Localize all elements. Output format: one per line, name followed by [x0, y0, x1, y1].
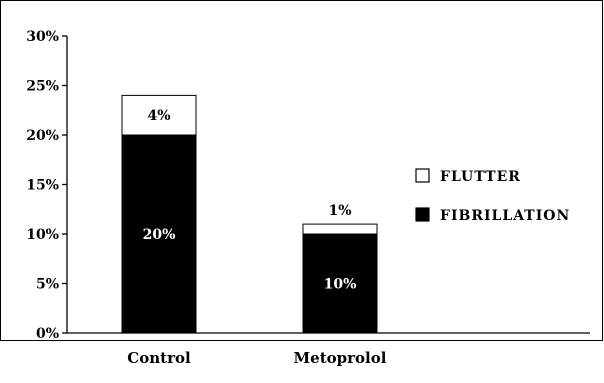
data-label-metoprolol-flutter: 1%	[328, 203, 351, 219]
y-tick-label-6: 30%	[26, 29, 59, 45]
legend: FLUTTER FIBRILLATION	[415, 168, 570, 224]
legend-label-flutter: FLUTTER	[440, 169, 521, 185]
legend-swatch-flutter	[415, 168, 430, 183]
y-tick-label-0: 0%	[36, 326, 59, 342]
bar-metoprolol-flutter	[302, 223, 378, 235]
bars: 20% 4% 10% 1%	[121, 94, 378, 334]
data-label-control-flutter: 4%	[147, 108, 170, 124]
plot-border	[0, 0, 603, 341]
y-tick-label-2: 10%	[26, 227, 59, 243]
y-tick-label-1: 5%	[36, 277, 59, 293]
x-axis-labels: Control Metoprolol	[127, 349, 386, 367]
data-label-control-fibrillation: 20%	[143, 227, 176, 243]
bar-control-fibrillation	[121, 134, 197, 334]
x-tick-label-1: Metoprolol	[294, 349, 387, 367]
y-axis-ticks: 0% 5% 10% 15% 20% 25% 30%	[26, 29, 67, 342]
data-label-metoprolol-fibrillation: 10%	[324, 277, 357, 293]
x-tick-label-0: Control	[127, 349, 191, 367]
legend-label-fibrillation: FIBRILLATION	[440, 208, 570, 224]
bar-control-flutter	[121, 94, 197, 136]
y-tick-label-4: 20%	[26, 128, 59, 144]
y-tick-label-5: 25%	[26, 79, 59, 95]
y-tick-label-3: 15%	[26, 178, 59, 194]
legend-swatch-fibrillation	[415, 207, 430, 222]
